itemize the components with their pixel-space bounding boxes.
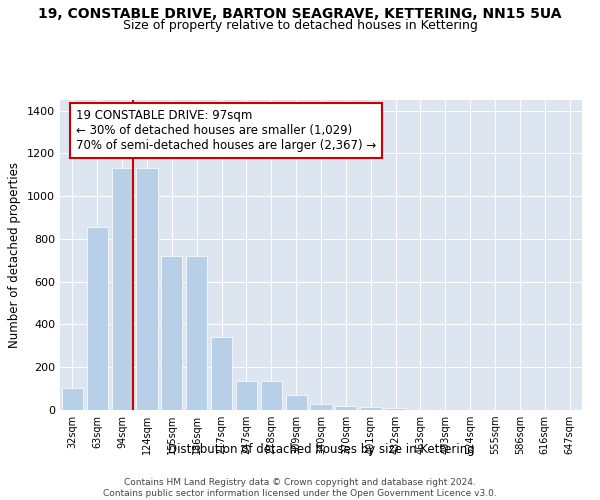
Bar <box>87 227 108 410</box>
Bar <box>310 404 332 410</box>
Bar <box>360 407 381 410</box>
Bar <box>236 381 257 410</box>
Text: Size of property relative to detached houses in Kettering: Size of property relative to detached ho… <box>122 19 478 32</box>
Bar <box>186 256 207 410</box>
Y-axis label: Number of detached properties: Number of detached properties <box>8 162 22 348</box>
Bar <box>286 395 307 410</box>
Bar <box>62 388 83 410</box>
Bar <box>385 408 406 410</box>
Bar <box>161 256 182 410</box>
Bar <box>211 338 232 410</box>
Bar <box>136 168 158 410</box>
Text: Contains HM Land Registry data © Crown copyright and database right 2024.
Contai: Contains HM Land Registry data © Crown c… <box>103 478 497 498</box>
Text: 19 CONSTABLE DRIVE: 97sqm
← 30% of detached houses are smaller (1,029)
70% of se: 19 CONSTABLE DRIVE: 97sqm ← 30% of detac… <box>76 110 376 152</box>
Bar <box>335 406 356 410</box>
Text: Distribution of detached houses by size in Kettering: Distribution of detached houses by size … <box>167 442 475 456</box>
Text: 19, CONSTABLE DRIVE, BARTON SEAGRAVE, KETTERING, NN15 5UA: 19, CONSTABLE DRIVE, BARTON SEAGRAVE, KE… <box>38 8 562 22</box>
Bar <box>112 168 133 410</box>
Bar <box>261 381 282 410</box>
